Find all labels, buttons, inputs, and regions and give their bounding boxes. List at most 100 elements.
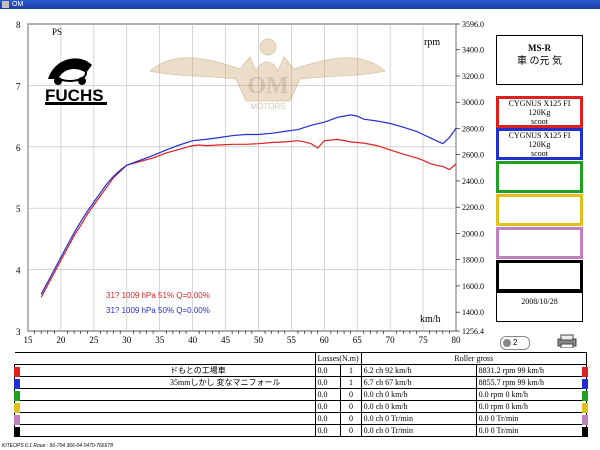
y-right-tick-label: 3596.0 — [462, 20, 484, 29]
run-box-1-line-2: 120Kg — [528, 108, 551, 117]
chart-ticks: 15 20 25 30 35 40 45 50 55 60 65 70 75 803456781256.4… — [16, 20, 484, 345]
x-tick-label: 25 — [89, 335, 99, 345]
row-rpm: 8831.2 rpm 99 km/h — [475, 364, 588, 377]
row-name — [14, 412, 316, 425]
row-color-swatch-6 — [14, 427, 20, 437]
row-rpm: 0.0 rpm 0 km/h — [475, 400, 588, 413]
row-loss: 0.0 — [314, 400, 342, 413]
row-ch: 0.0 ch 0 km/h — [360, 400, 477, 413]
y-right-tick-label: 2200.0 — [462, 203, 484, 212]
x-tick-label: 45 — [221, 335, 231, 345]
y-right-axis-label: rpm — [424, 37, 440, 48]
row-color-swatch-5 — [14, 415, 20, 425]
run-box-2-line-3: scoot — [531, 149, 548, 158]
row-count: 0 — [340, 388, 362, 401]
annotation-blue: 31? 1009 hPa 50% Q=0.00% — [106, 306, 210, 315]
row-ch: 0.0 ch 0 km/h — [360, 388, 477, 401]
row-rpm: 0.0 0 Tr/min — [475, 412, 588, 425]
y-right-tick-label: 2400.0 — [462, 177, 484, 186]
row-count: 0 — [340, 424, 362, 437]
x-tick-label: 55 — [287, 335, 297, 345]
subtitle-text: 車 の元 気 — [517, 56, 562, 67]
row-count: 0 — [340, 412, 362, 425]
row-color-swatch-1 — [14, 367, 20, 377]
date-text: 2008/10/28 — [521, 297, 558, 306]
y-right-tick-label: 1256.4 — [462, 327, 484, 336]
annotation-red: 31? 1009 hPa 51% Q=0.00% — [106, 291, 210, 300]
y-right-tick-label: 3200.0 — [462, 72, 484, 81]
table-row[interactable]: 0.0 0 0.0 ch 0 km/h 0.0 rpm 0 km/h — [14, 388, 588, 401]
run-box-1[interactable]: CYGNUS X125 FI 120Kg scoot — [496, 96, 583, 128]
watermark-motors-text: MOTORS — [251, 102, 286, 111]
run-box-1-line-3: scoot — [531, 117, 548, 126]
row-count: 0 — [340, 400, 362, 413]
x-tick-label: 15 — [24, 335, 34, 345]
om-motors-watermark-logo: OM MOTORS — [148, 38, 387, 111]
run-box-6[interactable] — [496, 260, 583, 292]
y-right-tick-label: 1800.0 — [462, 256, 484, 265]
zoom-knob-icon — [503, 339, 511, 347]
series-line-2 — [40, 114, 457, 295]
app-icon — [2, 1, 9, 8]
table-row[interactable]: 0.0 0 0.0 ch 0 km/h 0.0 rpm 0 km/h — [14, 400, 588, 413]
y-right-tick-label: 3000.0 — [462, 98, 484, 107]
footer-text: KITEOPS 6.1 Roue : 56-704 366-04 0470-76… — [2, 443, 113, 449]
y-right-tick-label: 2800.0 — [462, 124, 484, 133]
fuchs-logo: FUCHS — [45, 58, 107, 105]
row-color-swatch-right-4 — [582, 403, 588, 413]
series-line-1 — [40, 138, 457, 298]
row-name — [14, 400, 316, 413]
y-right-tick-label: 2600.0 — [462, 151, 484, 160]
x-axis-label: km/h — [420, 314, 441, 325]
y-left-tick-label: 8 — [16, 20, 21, 30]
row-count: 1 — [340, 364, 362, 377]
title-text: MS-R — [528, 43, 551, 53]
row-count: 1 — [340, 376, 362, 389]
table-header-row: Losses(N.m) Roller gross — [14, 352, 588, 365]
losses-header: Losses(N.m) — [314, 352, 362, 365]
fuchs-logo-text: FUCHS — [45, 86, 104, 105]
row-color-swatch-4 — [14, 403, 20, 413]
run-box-2[interactable]: CYGNUS X125 FI 120Kg scoot — [496, 128, 583, 160]
row-rpm: 8855.7 rpm 99 km/h — [475, 376, 588, 389]
row-rpm: 0.0 0 Tr/min — [475, 424, 588, 437]
printer-icon[interactable] — [556, 334, 578, 349]
x-tick-label: 80 — [452, 335, 462, 345]
row-color-swatch-right-2 — [582, 379, 588, 389]
x-tick-label: 60 — [320, 335, 330, 345]
run-box-1-line-1: CYGNUS X125 FI — [508, 99, 571, 108]
row-ch: 6.7 ch 67 km/h — [360, 376, 477, 389]
title-box: MS-R 車 の元 気 — [496, 35, 583, 85]
run-box-5[interactable] — [496, 227, 583, 259]
chart-series — [40, 114, 457, 298]
row-color-swatch-right-6 — [582, 427, 588, 437]
table-row[interactable]: ドもとの工場車 0.0 1 6.2 ch 92 km/h 8831.2 rpm … — [14, 364, 588, 377]
row-ch: 0.0 ch 0 Tr/min — [360, 412, 477, 425]
table-row[interactable]: 0.0 0 0.0 ch 0 Tr/min 0.0 0 Tr/min — [14, 412, 588, 425]
watermark-om-text: OM — [247, 73, 288, 99]
date-box: 2008/10/28 — [496, 292, 583, 322]
row-name — [14, 424, 316, 437]
row-color-swatch-right-3 — [582, 391, 588, 401]
table-row[interactable]: 0.0 0 0.0 ch 0 Tr/min 0.0 0 Tr/min — [14, 424, 588, 437]
row-color-swatch-right-5 — [582, 415, 588, 425]
y-left-tick-label: 5 — [16, 204, 21, 214]
x-tick-label: 65 — [353, 335, 363, 345]
window-titlebar: OM — [0, 0, 600, 9]
chart-grid — [27, 23, 457, 332]
y-right-tick-label: 1600.0 — [462, 282, 484, 291]
x-tick-label: 75 — [419, 335, 429, 345]
x-tick-label: 50 — [254, 335, 264, 345]
row-loss: 0.0 — [314, 364, 342, 377]
x-tick-label: 20 — [56, 335, 66, 345]
zoom-control[interactable]: 2 — [500, 336, 530, 350]
row-ch: 6.2 ch 92 km/h — [360, 364, 477, 377]
y-left-tick-label: 6 — [16, 143, 21, 153]
run-box-3[interactable] — [496, 161, 583, 193]
row-name — [14, 388, 316, 401]
window-title: OM — [12, 1, 24, 8]
table-row[interactable]: 35mmしかし 変なマニフォール 0.0 1 6.7 ch 67 km/h 88… — [14, 376, 588, 389]
run-box-4[interactable] — [496, 194, 583, 226]
row-name: ドもとの工場車 — [14, 364, 316, 377]
x-tick-label: 70 — [386, 335, 396, 345]
